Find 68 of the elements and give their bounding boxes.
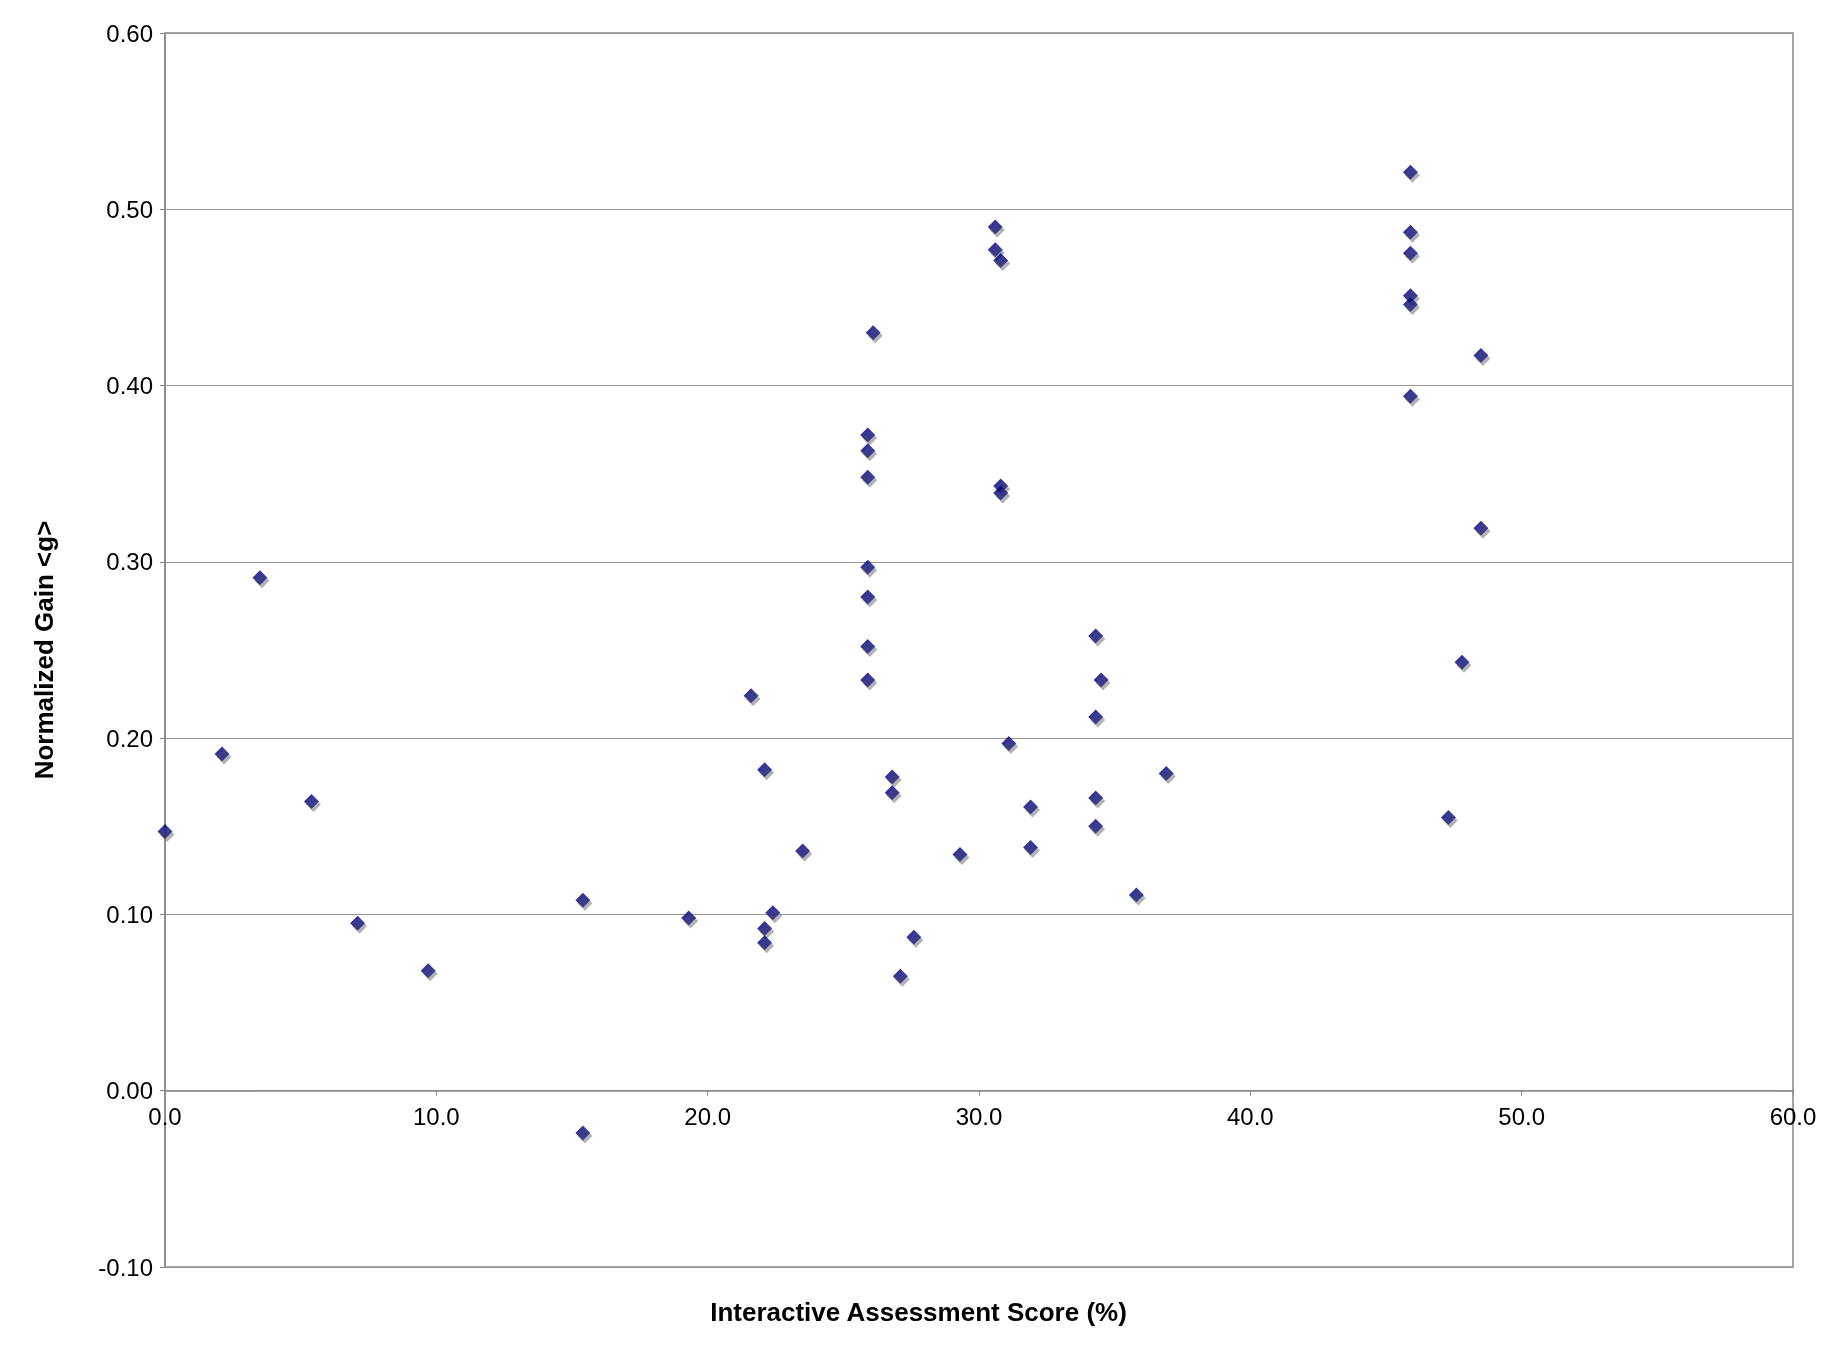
point — [795, 843, 811, 859]
point — [681, 910, 697, 926]
x-tick-label: 10.0 — [412, 1103, 460, 1131]
point — [1023, 839, 1039, 855]
point — [1158, 765, 1174, 781]
point — [906, 929, 922, 945]
y-tick-label: 0.10 — [106, 900, 153, 928]
point — [1088, 818, 1104, 834]
x-tick-label: 20.0 — [684, 1103, 732, 1131]
point — [1001, 735, 1017, 751]
point — [1440, 809, 1456, 825]
point — [987, 219, 1003, 235]
point — [1402, 296, 1418, 312]
point — [420, 963, 436, 979]
point — [1088, 709, 1104, 725]
point — [1473, 348, 1489, 364]
x-tick-label: 40.0 — [1226, 1103, 1274, 1131]
point — [1402, 164, 1418, 180]
point — [1402, 224, 1418, 240]
point — [1093, 672, 1109, 688]
y-tick-label: -0.10 — [98, 1253, 153, 1281]
x-tick-label: 30.0 — [955, 1103, 1003, 1131]
x-tick-label: 50.0 — [1498, 1103, 1546, 1131]
y-axis-title: Normalized Gain <g> — [29, 520, 59, 780]
point — [1128, 887, 1144, 903]
point — [993, 485, 1009, 501]
point — [350, 915, 366, 931]
point — [757, 935, 773, 951]
point — [860, 638, 876, 654]
x-tick-label: 60.0 — [1769, 1103, 1817, 1131]
x-axis-title: Interactive Assessment Score (%) — [710, 1297, 1127, 1327]
point — [743, 688, 759, 704]
point — [757, 921, 773, 937]
point — [860, 443, 876, 459]
point — [987, 242, 1003, 258]
point — [865, 325, 881, 341]
point — [884, 785, 900, 801]
point — [575, 892, 591, 908]
point — [1402, 388, 1418, 404]
point — [860, 469, 876, 485]
x-tick-label: 0.0 — [148, 1103, 182, 1131]
point — [1402, 245, 1418, 261]
point — [860, 427, 876, 443]
point — [304, 794, 320, 810]
y-tick-label: 0.00 — [106, 1077, 153, 1105]
y-tick-label: 0.30 — [106, 548, 153, 576]
point — [1473, 520, 1489, 536]
point — [860, 672, 876, 688]
point — [952, 846, 968, 862]
point — [860, 559, 876, 575]
point — [765, 905, 781, 921]
point — [1454, 654, 1470, 670]
point — [157, 824, 173, 840]
y-tick-label: 0.40 — [106, 372, 153, 400]
y-tick-label: 0.20 — [106, 724, 153, 752]
point — [1023, 799, 1039, 815]
point — [575, 1125, 591, 1141]
point — [860, 589, 876, 605]
point — [892, 968, 908, 984]
y-tick-label: 0.60 — [106, 19, 153, 47]
y-tick-label: 0.50 — [106, 195, 153, 223]
point — [1088, 628, 1104, 644]
point — [1088, 790, 1104, 806]
point — [993, 252, 1009, 268]
point — [757, 762, 773, 778]
point — [884, 769, 900, 785]
point — [214, 746, 230, 762]
point — [252, 570, 268, 586]
